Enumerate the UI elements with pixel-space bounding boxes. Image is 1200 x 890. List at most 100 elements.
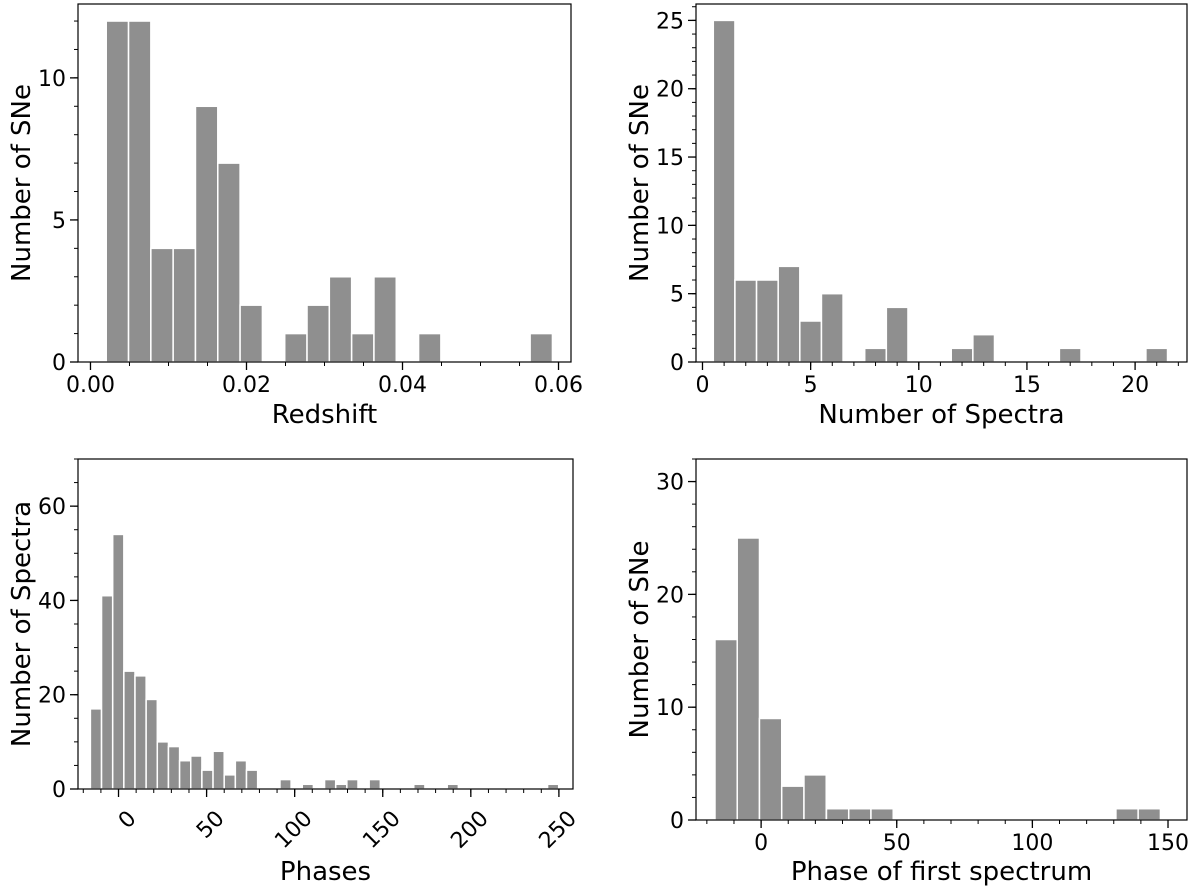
bar — [189, 755, 203, 790]
chart-panel-2: 0 5 10 15 20 0 5 10 15 20 25 Number of Spectra Numbe… — [625, 3, 1188, 430]
y-axis-label: Number of Spectra — [7, 501, 37, 747]
bar — [413, 783, 426, 790]
chart-panel-1: 0.00 0.02 0.04 0.06 0 5 10 Redshift Number of SN… — [7, 3, 583, 430]
bar — [734, 279, 758, 363]
bar — [234, 759, 248, 790]
x-tick-label: 0.06 — [534, 373, 583, 398]
y-tick-label: 15 — [656, 146, 684, 171]
bar — [145, 698, 159, 790]
bar — [194, 105, 219, 363]
bar — [201, 769, 214, 790]
bar — [283, 332, 308, 363]
y-tick-label: 5 — [52, 209, 66, 234]
bar — [736, 537, 761, 821]
y-axis-label: Number of SNe — [625, 84, 655, 282]
y-tick-label: 0 — [670, 351, 684, 376]
bar — [239, 304, 264, 363]
bar — [1137, 807, 1162, 821]
bar — [546, 783, 560, 790]
chart-panel-4: 0 50 100 150 0 10 20 30 Phase of first spectrum N… — [625, 458, 1189, 887]
x-tick-label: 100 — [270, 806, 317, 853]
bar — [105, 20, 130, 363]
y-tick-label: 0 — [52, 778, 66, 803]
bar — [780, 785, 805, 821]
x-tick-label: 200 — [446, 806, 493, 853]
x-tick-label: 0.04 — [378, 373, 427, 398]
y-axis-label: Number of SNe — [625, 541, 655, 739]
bar — [417, 332, 442, 363]
chart-panel-3: 0 50 100 150 200 250 0 20 40 60 Phases Number of Sp… — [7, 458, 582, 887]
bar — [150, 247, 174, 363]
bar — [1145, 347, 1169, 363]
bar — [245, 769, 259, 790]
y-tick-label: 20 — [656, 78, 684, 103]
bar — [323, 778, 337, 790]
bar — [167, 745, 181, 790]
x-tick-label: 10 — [905, 373, 933, 398]
plot-frame — [695, 3, 1188, 363]
bar — [847, 807, 872, 821]
bar — [863, 347, 888, 363]
bar — [350, 332, 375, 363]
bar — [306, 304, 331, 363]
x-tick-label: 150 — [358, 806, 405, 853]
x-tick-label: 0.02 — [222, 373, 271, 398]
bar — [529, 332, 554, 363]
bar — [885, 306, 909, 363]
x-tick-label: 0 — [754, 831, 768, 856]
bar — [100, 594, 114, 790]
bar — [820, 292, 844, 363]
bar — [127, 20, 152, 363]
x-tick-label: 0 — [695, 373, 709, 398]
bar — [89, 708, 103, 790]
bar — [446, 783, 460, 790]
y-tick-label: 0 — [52, 351, 66, 376]
x-axis-label: Redshift — [272, 400, 378, 430]
y-tick-label: 0 — [670, 809, 684, 834]
y-tick-label: 40 — [38, 589, 66, 614]
bar — [972, 333, 996, 363]
y-tick-label: 10 — [656, 696, 684, 721]
bar — [301, 783, 315, 790]
bar — [123, 670, 136, 790]
x-tick-label: 20 — [1121, 373, 1149, 398]
bar — [212, 750, 225, 790]
bar — [755, 279, 779, 363]
bar — [1115, 807, 1139, 821]
bar — [803, 774, 827, 821]
bar — [799, 320, 823, 363]
bar — [373, 276, 398, 363]
x-axis-label: Phases — [280, 857, 371, 887]
y-tick-label: 10 — [656, 214, 684, 239]
x-tick-label: 0.00 — [66, 373, 115, 398]
y-tick-label: 60 — [38, 495, 66, 520]
y-axis-label: Number of SNe — [7, 84, 37, 282]
bar — [758, 717, 783, 821]
bar — [870, 807, 894, 821]
bar — [279, 778, 292, 790]
x-tick-label: 50 — [192, 806, 229, 843]
bar — [111, 533, 125, 790]
bar — [777, 265, 801, 363]
bar — [712, 19, 736, 363]
x-tick-label: 100 — [1011, 831, 1053, 856]
x-tick-label: 250 — [535, 806, 582, 853]
y-tick-label: 25 — [656, 9, 684, 34]
bar — [134, 675, 147, 790]
x-tick-label: 150 — [1147, 831, 1189, 856]
x-tick-label: 15 — [1013, 373, 1041, 398]
bar — [714, 638, 738, 821]
bar — [346, 778, 359, 790]
x-tick-label: 5 — [804, 373, 818, 398]
y-tick-label: 30 — [656, 471, 684, 496]
y-tick-label: 20 — [656, 583, 684, 608]
x-axis-label: Number of Spectra — [818, 400, 1064, 430]
bar — [217, 162, 241, 363]
bar — [156, 741, 170, 790]
x-axis-label: Phase of first spectrum — [791, 857, 1092, 887]
bar — [334, 783, 348, 790]
bar — [825, 807, 850, 821]
bar — [950, 347, 974, 363]
y-tick-label: 20 — [38, 684, 66, 709]
